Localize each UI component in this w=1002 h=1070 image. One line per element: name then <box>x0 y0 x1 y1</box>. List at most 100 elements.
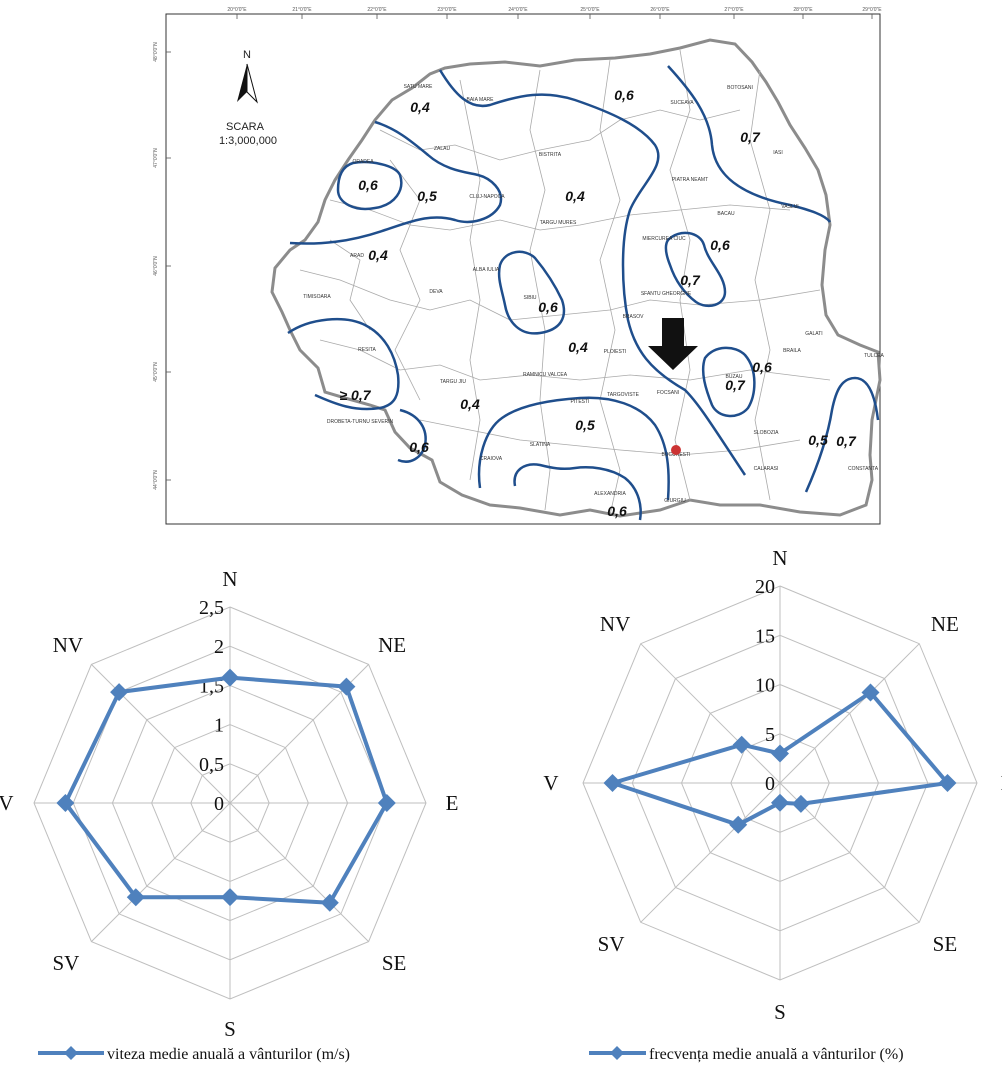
graticule-top-label: 21°0'0"E <box>292 7 312 13</box>
radar-category-label: NE <box>931 612 959 636</box>
city-label: DROBETA-TURNU SEVERIN <box>327 419 394 425</box>
radar-category-label: V <box>0 791 14 815</box>
isoline-value-label: 0,5 <box>808 432 828 448</box>
wind-speed-map: 20°0'0"E 21°0'0"E 22°0'0"E 23°0'0"E 24°0'0"E… <box>153 7 885 525</box>
isoline-value-labels: 0,4 0,6 0,7 0,6 0,5 0,4 0,4 0,6 0,7 0,6 0,6 0,4 ≥ 0,… <box>339 87 856 519</box>
radar-category-label: V <box>543 771 558 795</box>
radar-tick-label: 2 <box>214 636 224 658</box>
isoline-value-label: 0,5 <box>575 417 595 433</box>
city-label: SUCEAVA <box>670 100 694 106</box>
radar-data-point <box>732 735 751 754</box>
graticule-top-label: 20°0'0"E <box>227 7 247 13</box>
radar-category-label: SV <box>52 951 79 975</box>
radar-tick-label: 2,5 <box>199 597 224 619</box>
radar-tick-label: 20 <box>755 576 775 598</box>
legend-label-frequency: frecvența medie anuală a vânturilor (%) <box>649 1046 904 1063</box>
radar-tick-label: 15 <box>755 625 775 647</box>
isoline-value-label: 0,4 <box>460 396 480 412</box>
radar-spoke <box>779 643 920 784</box>
radar-category-label: S <box>774 1000 786 1024</box>
location-arrow-icon <box>648 318 698 370</box>
city-label: BISTRITA <box>539 152 562 158</box>
city-label: MIERCUREA CIUC <box>642 236 686 242</box>
radar-tick-label: 1 <box>214 715 224 737</box>
city-label: TARGOVISTE <box>607 392 640 398</box>
radar-data-point <box>221 888 239 907</box>
city-label: BRASOV <box>623 314 645 320</box>
graticule-top-labels: 20°0'0"E 21°0'0"E 22°0'0"E 23°0'0"E 24°0'0"E… <box>227 7 882 13</box>
legend-label-speed: viteza medie anuală a vânturilor (m/s) <box>107 1046 350 1063</box>
city-label: BOTOSANI <box>727 85 753 91</box>
graticule-top-label: 28°0'0"E <box>793 7 813 13</box>
radar-category-label: S <box>224 1017 236 1041</box>
radar-tick-label: 0 <box>765 773 775 795</box>
radar-spoke <box>91 802 231 942</box>
isoline-value-label: 0,4 <box>568 339 588 355</box>
radar-chart-frequency: 0 5 10 15 20 N NE E SE S SV V NV <box>543 546 1002 1024</box>
north-arrow-right-icon <box>246 63 258 104</box>
graticule-top-label: 23°0'0"E <box>437 7 457 13</box>
radar-spoke <box>640 643 781 784</box>
city-label: TIMISOARA <box>303 294 331 300</box>
isoline-value-label: 0,7 <box>680 272 701 288</box>
scale-value: 1:3,000,000 <box>219 135 277 147</box>
graticule-left-label: 48°0'0"N <box>153 42 159 62</box>
city-label: GIURGIU <box>664 498 686 504</box>
city-label: VASLUI <box>781 204 798 210</box>
city-label: CONSTANTA <box>848 466 879 472</box>
city-label: PLOIESTI <box>604 349 627 355</box>
radar-spoke <box>640 782 781 923</box>
radar-data-point <box>603 774 622 792</box>
city-label: SLATINA <box>530 442 551 448</box>
isoline-value-label: 0,6 <box>614 87 634 103</box>
radar-spoke <box>229 802 369 942</box>
radar-data-point <box>861 683 880 702</box>
city-label: CALARASI <box>754 466 779 472</box>
capital-marker <box>671 445 681 455</box>
radar-category-label: SV <box>598 932 625 956</box>
isoline-value-label: 0,6 <box>710 237 730 253</box>
city-label: BAIA MARE <box>467 97 495 103</box>
north-arrow-left-icon <box>237 64 247 102</box>
city-label: DEVA <box>429 289 443 295</box>
radar-data-point <box>729 815 748 834</box>
city-label: BACAU <box>717 211 735 217</box>
city-label: CLUJ-NAPOCA <box>469 194 505 200</box>
graticule-left-label: 44°0'0"N <box>153 470 159 490</box>
isoline-value-label: 0,4 <box>565 188 585 204</box>
isoline-value-label: 0,6 <box>752 359 772 375</box>
city-label: SLOBOZIA <box>753 430 779 436</box>
graticule-top-label: 29°0'0"E <box>862 7 882 13</box>
radar-category-label: N <box>222 567 237 591</box>
isoline-value-label: 0,7 <box>836 433 857 449</box>
county-borders <box>299 49 831 516</box>
city-label: ALEXANDRIA <box>594 491 626 497</box>
city-label: SATU MARE <box>404 84 433 90</box>
wind-isolines <box>287 65 880 521</box>
radar-data-point <box>320 893 339 912</box>
city-label: GALATI <box>805 331 822 337</box>
isoline-value-label: 0,6 <box>358 177 378 193</box>
legend-frequency: frecvența medie anuală a vânturilor (%) <box>589 1046 904 1063</box>
radar-tick-label: 5 <box>765 724 775 746</box>
graticule-top-label: 25°0'0"E <box>580 7 600 13</box>
city-label: TULCEA <box>864 353 884 359</box>
city-label: BUZAU <box>726 374 743 380</box>
isoline-value-label: 0,6 <box>409 439 429 455</box>
radar-data-point <box>56 794 75 812</box>
graticule-left-labels: 48°0'0"N 47°0'0"N 46°0'0"N 45°0'0"N 44°0'0"N <box>153 42 159 490</box>
radar-data-point <box>126 888 145 907</box>
radar-category-label: NE <box>378 633 406 657</box>
city-label: TARGU JIU <box>440 379 466 385</box>
graticule-left-label: 46°0'0"N <box>153 256 159 276</box>
radar-category-label: N <box>772 546 787 570</box>
city-label: ALBA IULIA <box>473 267 500 273</box>
city-label: BRAILA <box>783 348 801 354</box>
graticule-top-label: 26°0'0"E <box>650 7 670 13</box>
city-label: IASI <box>773 150 782 156</box>
radar-data-point <box>791 794 810 813</box>
city-label: CRAIOVA <box>480 456 503 462</box>
isoline-value-label: 0,5 <box>417 188 437 204</box>
